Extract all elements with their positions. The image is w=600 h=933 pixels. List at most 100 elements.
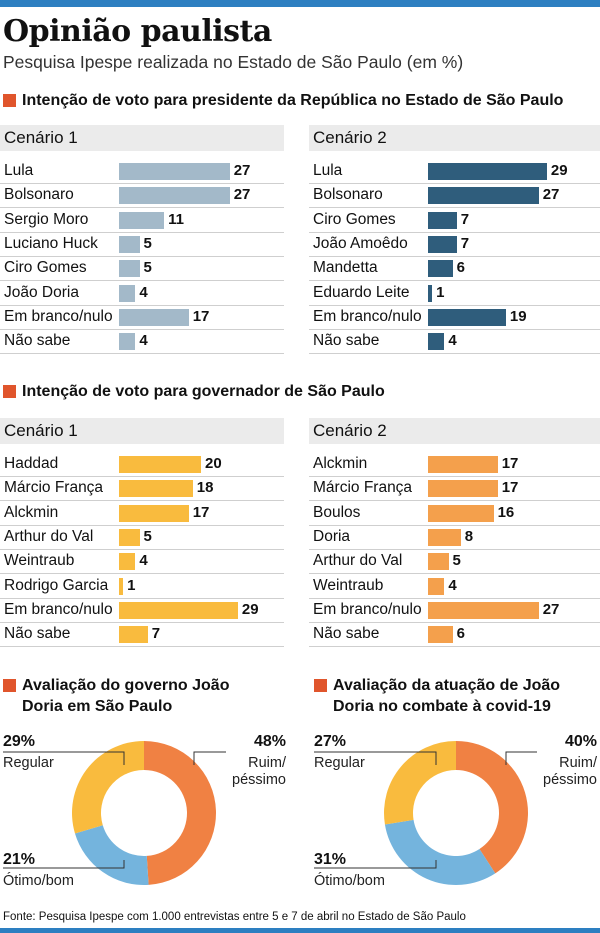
bar	[428, 553, 449, 571]
bar	[119, 577, 124, 595]
bar-row: Alckmin 17	[0, 502, 284, 526]
bar-label: Não sabe	[313, 332, 380, 350]
bar-value-label: 4	[139, 332, 148, 350]
bar	[119, 187, 230, 205]
bar-value-label: 17	[192, 307, 210, 325]
donut-category-label: Ótimo/bom	[314, 873, 385, 889]
bar-value-label: 16	[497, 503, 515, 521]
bottom-rule	[0, 928, 600, 933]
donut-category-label: Regular	[3, 755, 54, 771]
bar-label: Lula	[4, 162, 34, 179]
bar-row: Bolsonaro 27	[0, 184, 284, 209]
leader-line	[314, 860, 437, 869]
section-marker-icon	[3, 679, 16, 692]
bar	[119, 456, 201, 473]
bar-value-label: 27	[233, 186, 251, 204]
bar	[119, 211, 165, 229]
bar	[428, 163, 547, 180]
bar-label: Em branco/nulo	[4, 307, 113, 325]
bar	[428, 333, 445, 351]
bar-row: Bolsonaro 27	[309, 184, 600, 209]
bar-label: Arthur do Val	[4, 527, 94, 545]
bar-value-label: 18	[196, 479, 214, 497]
bar-value-label: 19	[509, 307, 527, 325]
donut-category-label: Ruim/ péssimo	[543, 755, 597, 788]
bar	[119, 284, 136, 302]
bar-value-label: 5	[143, 234, 152, 252]
leader-line	[3, 751, 125, 765]
bar	[428, 456, 498, 473]
bar-label: Márcio França	[4, 479, 104, 497]
bar-row: Não sabe 6	[309, 623, 600, 648]
bar-label: Bolsonaro	[4, 186, 74, 204]
bar-row: Em branco/nulo 29	[0, 599, 284, 623]
bar-row: Eduardo Leite 1	[309, 282, 600, 306]
donut-value-label: 21%	[3, 851, 36, 868]
bar-value-label: 29	[550, 162, 568, 179]
scenario-header: Cenário 2	[309, 125, 600, 151]
bar	[428, 504, 494, 522]
bar-label: Em branco/nulo	[313, 600, 422, 618]
bar-value-label: 8	[464, 527, 474, 545]
bar	[428, 235, 457, 253]
bar-label: Mandetta	[313, 259, 378, 277]
bar-value-label: 4	[448, 576, 457, 594]
bar-value-label: 4	[139, 283, 148, 301]
section-title-presidente: Intenção de voto para presidente da Repú…	[22, 92, 564, 109]
section-marker-icon	[314, 679, 327, 692]
bar-label: Em branco/nulo	[4, 600, 113, 618]
bar	[428, 577, 445, 595]
bar-value-label: 7	[460, 234, 470, 252]
bar	[119, 480, 193, 498]
donut-category-label: Ótimo/bom	[3, 873, 74, 889]
bar-row: João Doria 4	[0, 282, 284, 306]
source-note: Fonte: Pesquisa Ipespe com 1.000 entrevi…	[3, 911, 466, 923]
bar-label: Não sabe	[4, 332, 71, 350]
scenario-header: Cenário 1	[0, 125, 284, 151]
bar	[428, 308, 506, 326]
bar-value-label: 5	[452, 552, 461, 570]
bar-row: Ciro Gomes 5	[0, 257, 284, 282]
bar	[119, 308, 189, 326]
bar-label: Luciano Huck	[4, 234, 98, 252]
bar-value-label: 29	[241, 600, 259, 618]
bar-value-label: 4	[448, 332, 457, 350]
bar-label: Em branco/nulo	[313, 307, 422, 325]
bar-row: Márcio França 17	[309, 477, 600, 502]
bar	[428, 626, 453, 644]
bar-label: Eduardo Leite	[313, 283, 410, 301]
bar-row: Rodrigo Garcia 1	[0, 575, 284, 599]
section-title-avaliacao-governo: Avaliação do governo João Doria em São P…	[22, 677, 230, 715]
section-title-avaliacao-covid: Avaliação da atuação de João Doria no co…	[333, 677, 561, 715]
section-marker-icon	[3, 385, 16, 398]
donut-slice	[384, 741, 456, 825]
bar-label: João Amoêdo	[313, 234, 408, 252]
bar	[119, 601, 238, 619]
scenario-header: Cenário 1	[0, 418, 284, 444]
bar-value-label: 1	[127, 576, 136, 594]
bar-value-label: 4	[139, 552, 148, 570]
scenario-header: Cenário 2	[309, 418, 600, 444]
bar-label: Ciro Gomes	[4, 259, 87, 277]
bar-label: Alckmin	[4, 503, 59, 521]
bar-row: Arthur do Val 5	[309, 550, 600, 575]
bar-label: Weintraub	[313, 576, 384, 594]
bar	[428, 528, 461, 546]
bar-value-label: 17	[501, 479, 519, 497]
donut-category-label: Ruim/ péssimo	[232, 755, 286, 788]
bar-row: Luciano Huck 5	[0, 233, 284, 257]
bar-value-label: 5	[143, 259, 152, 277]
bar-label: João Doria	[4, 283, 79, 301]
bar-label: Rodrigo Garcia	[4, 576, 109, 594]
bar-row: Lula 29	[309, 160, 600, 184]
bar-value-label: 17	[501, 455, 519, 472]
bar-label: Bolsonaro	[313, 186, 383, 204]
bar-value-label: 1	[436, 283, 445, 301]
bar-row: Ciro Gomes 7	[309, 209, 600, 233]
bar-row: Não sabe 7	[0, 623, 284, 648]
bar-row: Em branco/nulo 27	[309, 599, 600, 623]
bar-value-label: 5	[143, 527, 152, 545]
bar	[119, 163, 230, 180]
donut-value-label: 48%	[253, 733, 286, 750]
